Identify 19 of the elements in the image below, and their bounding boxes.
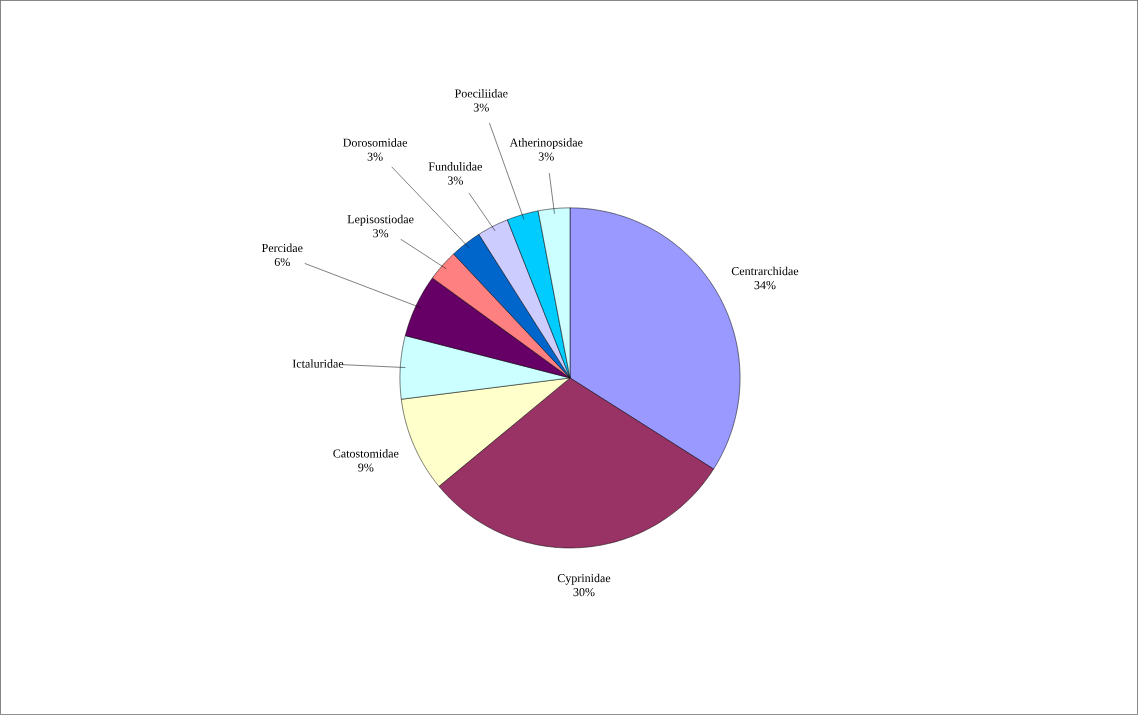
slice-label: Lepisostiodae: [347, 214, 414, 226]
data-label: 3%: [473, 103, 489, 112]
data-label: 3%: [367, 152, 383, 161]
data-label: 3%: [447, 176, 463, 185]
slice-label: Percidae: [261, 243, 303, 253]
slice-label: Centrarchidae: [731, 266, 799, 276]
slice-label: Poeciliidae: [454, 89, 508, 98]
data-label: 30%: [573, 588, 595, 597]
slice-label: Ictaluridae: [292, 359, 344, 368]
slice-label: Cyprinidae: [557, 573, 611, 585]
data-label: 3%: [538, 152, 554, 161]
data-label: 6%: [274, 258, 290, 267]
data-label: 34%: [754, 281, 776, 290]
slice-label: Dorosomidae: [343, 138, 408, 147]
data-label: 9%: [358, 463, 374, 472]
data-label: 3%: [373, 229, 389, 238]
slice-label: Atherinopsidae: [509, 138, 583, 150]
slice-label: Catostomidae: [333, 449, 399, 458]
slice-label: Fundulidae: [428, 162, 482, 171]
